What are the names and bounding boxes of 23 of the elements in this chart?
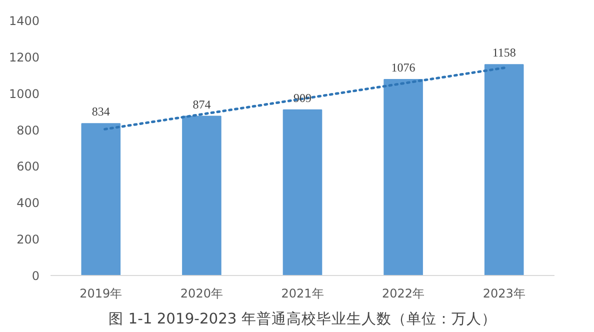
x-tick-label: 2021年 — [281, 286, 324, 300]
bar — [182, 116, 222, 276]
text: 图 1-1 2019-2023 年普通高校毕业生人数（单位：万人） — [108, 310, 496, 328]
x-tick-label: 2023年 — [482, 286, 526, 300]
bar — [282, 109, 322, 276]
y-tick-label: 200 — [16, 232, 40, 247]
x-tick-label: 2020年 — [180, 286, 223, 300]
y-tick-label: 1000 — [8, 86, 40, 101]
y-tick-label: 600 — [16, 160, 40, 174]
y-tick-label: 0 — [32, 269, 40, 283]
bar — [484, 64, 524, 276]
x-tick-label: 2022年 — [382, 286, 425, 300]
y-tick-label: 400 — [16, 196, 40, 210]
y-tick-label: 800 — [16, 123, 40, 138]
data-label: 834 — [92, 104, 110, 119]
x-tick-label: 2019年 — [80, 286, 122, 300]
data-label: 1076 — [391, 60, 416, 75]
y-tick-label: 1200 — [8, 50, 40, 64]
data-label: 1158 — [492, 46, 516, 60]
data-label: 874 — [192, 97, 211, 112]
bar — [384, 79, 423, 276]
y-tick-label: 1400 — [8, 14, 40, 28]
bar — [81, 123, 121, 276]
